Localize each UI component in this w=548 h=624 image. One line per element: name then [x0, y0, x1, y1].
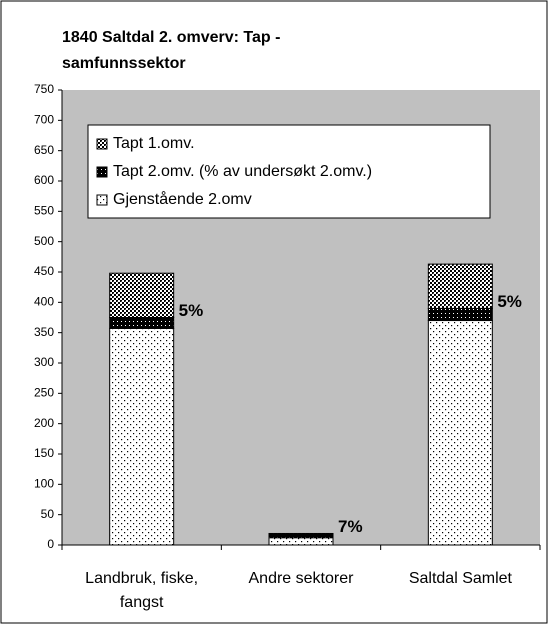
bar-segment — [109, 272, 175, 319]
y-tick-label: 650 — [34, 143, 54, 157]
bar-segment — [109, 317, 175, 329]
bar-segment — [427, 320, 493, 546]
bar-segment — [268, 532, 334, 539]
y-tick-label: 50 — [41, 507, 55, 521]
bar-segment — [427, 307, 493, 322]
y-tick-label: 200 — [34, 416, 54, 430]
data-label: 7% — [338, 517, 363, 536]
legend-swatch — [96, 166, 108, 178]
data-label: 5% — [497, 292, 522, 311]
bar-segment — [109, 327, 175, 546]
y-tick-label: 150 — [34, 446, 54, 460]
legend-label: Gjenstående 2.omv — [113, 190, 252, 208]
bar-segment — [268, 537, 334, 546]
data-label: 5% — [179, 301, 204, 320]
y-tick-label: 0 — [47, 537, 54, 551]
y-tick-label: 300 — [34, 355, 54, 369]
y-tick-label: 450 — [34, 264, 54, 278]
legend-label: Tapt 1.omv. — [113, 135, 195, 152]
y-tick-label: 550 — [34, 204, 54, 218]
legend-box — [87, 124, 491, 219]
legend-label: Tapt 2.omv. (% av undersøkt 2.omv.) — [113, 163, 372, 180]
x-tick-label: Landbruk, fiske, fangst — [85, 570, 199, 611]
legend-swatch — [96, 138, 108, 150]
legend-swatch — [96, 194, 108, 206]
legend: Tapt 1.omv. Tapt 2.omv. (% av undersøkt 2… — [87, 124, 491, 219]
y-tick-label: 600 — [34, 173, 54, 187]
y-tick-label: 500 — [34, 234, 54, 248]
y-tick-label: 100 — [34, 477, 54, 491]
y-tick-label: 400 — [34, 295, 54, 309]
y-tick-label: 750 — [34, 82, 54, 96]
y-tick-label: 350 — [34, 325, 54, 339]
y-tick-label: 700 — [34, 113, 54, 127]
y-tick-label: 250 — [34, 386, 54, 400]
x-tick-label: Saltdal Samlet — [408, 570, 512, 587]
chart-title: 1840 Saltdal 2. omverv: Tap -samfunnssek… — [62, 29, 280, 72]
x-tick-label: Andre sektorer — [248, 570, 354, 587]
bar-segment — [427, 263, 493, 309]
